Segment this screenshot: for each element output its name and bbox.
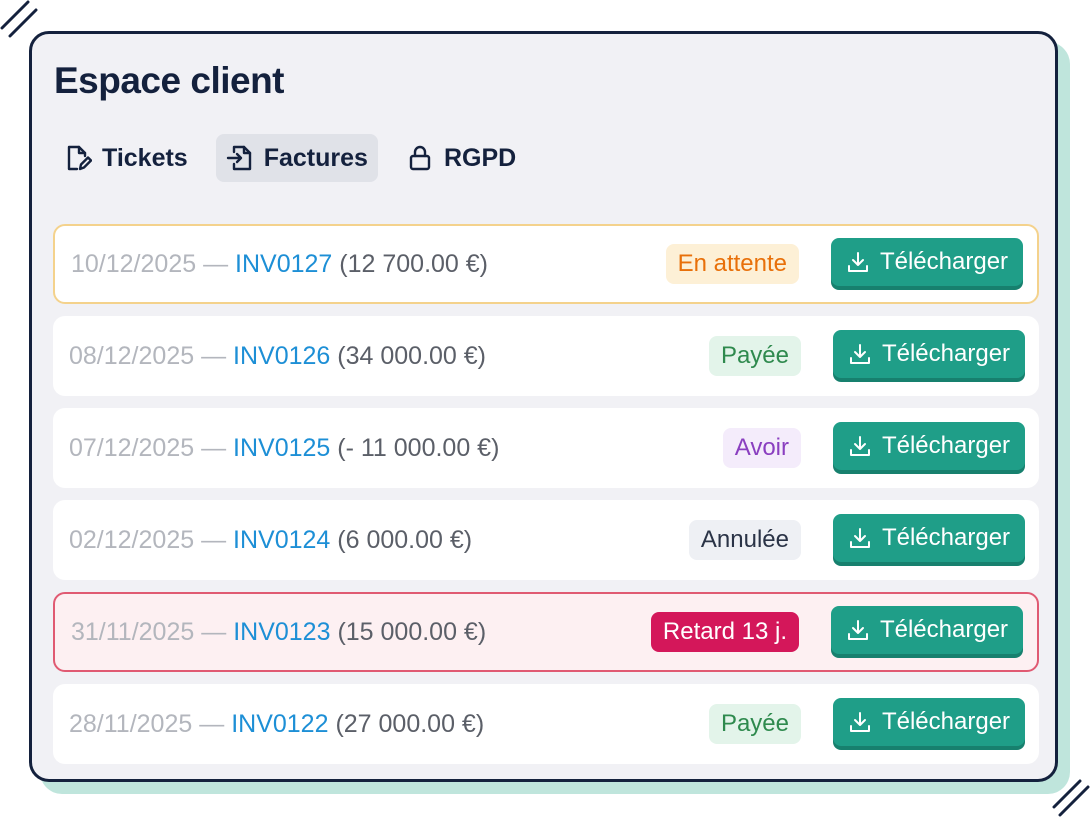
invoice-ref-link[interactable]: INV0124	[233, 525, 331, 554]
invoice-ref-link[interactable]: INV0126	[233, 341, 331, 370]
download-label: Télécharger	[881, 524, 1011, 551]
download-label: Télécharger	[879, 248, 1009, 275]
separator: —	[194, 525, 234, 554]
invoice-row: 02/12/2025 — INV0124 (6 000.00 €) Annulée…	[53, 500, 1039, 580]
invoice-list: 10/12/2025 — INV0127 (12 700.00 €) En att…	[53, 224, 1039, 776]
invoice-ref-link[interactable]: INV0123	[233, 617, 331, 646]
invoice-date: 28/11/2025	[69, 709, 193, 738]
tab-label: RGPD	[443, 143, 517, 172]
tab-label: Factures	[263, 143, 368, 172]
status-badge: Annulée	[688, 520, 801, 560]
invoice-date: 02/12/2025	[69, 525, 195, 554]
invoice-amount: (27 000.00 €)	[335, 709, 485, 738]
download-icon	[849, 436, 870, 456]
separator: —	[194, 433, 234, 462]
invoice-summary: 28/11/2025 — INV0122 (27 000.00 €)	[69, 710, 709, 739]
file-import-icon	[226, 145, 251, 171]
decorative-slash-icon	[0, 0, 38, 38]
invoice-row: 07/12/2025 — INV0125 (- 11 000.00 €) Avoi…	[53, 408, 1039, 488]
download-icon	[847, 620, 868, 640]
invoice-amount: (34 000.00 €)	[337, 341, 486, 370]
download-label: Télécharger	[881, 708, 1011, 735]
client-area-card: Espace client Tickets Factures RGPD	[29, 31, 1058, 782]
invoice-ref-link[interactable]: INV0122	[231, 709, 329, 738]
download-label: Télécharger	[879, 616, 1009, 643]
download-button[interactable]: Télécharger	[833, 330, 1025, 378]
invoice-row: 28/11/2025 — INV0122 (27 000.00 €) Payée T…	[53, 684, 1039, 764]
separator: —	[192, 709, 232, 738]
invoice-ref-link[interactable]: INV0127	[235, 249, 333, 278]
separator: —	[194, 617, 234, 646]
decorative-slash-icon	[1052, 779, 1090, 817]
download-label: Télécharger	[881, 340, 1011, 367]
download-button[interactable]: Télécharger	[833, 698, 1025, 746]
download-icon	[849, 712, 870, 732]
invoice-date: 31/11/2025	[71, 617, 195, 646]
download-button[interactable]: Télécharger	[833, 422, 1025, 470]
separator: —	[194, 341, 234, 370]
page-title: Espace client	[54, 60, 285, 101]
status-badge: En attente	[665, 244, 799, 284]
invoice-amount: (15 000.00 €)	[337, 617, 487, 646]
download-icon	[849, 344, 870, 364]
lock-icon	[409, 145, 431, 171]
invoice-amount: (- 11 000.00 €)	[337, 433, 500, 462]
download-icon	[847, 252, 868, 272]
download-button[interactable]: Télécharger	[831, 238, 1023, 286]
invoice-summary: 10/12/2025 — INV0127 (12 700.00 €)	[71, 250, 666, 279]
invoice-summary: 02/12/2025 — INV0124 (6 000.00 €)	[69, 526, 689, 555]
download-label: Télécharger	[881, 432, 1011, 459]
invoice-summary: 31/11/2025 — INV0123 (15 000.00 €)	[71, 618, 651, 647]
download-button[interactable]: Télécharger	[831, 606, 1023, 654]
tab-bar: Tickets Factures RGPD	[54, 134, 526, 182]
tab-rgpd[interactable]: RGPD	[396, 134, 526, 182]
invoice-row: 10/12/2025 — INV0127 (12 700.00 €) En att…	[53, 224, 1039, 304]
tab-label: Tickets	[102, 143, 188, 172]
separator: —	[196, 249, 236, 278]
download-icon	[849, 528, 870, 548]
invoice-amount: (6 000.00 €)	[337, 525, 473, 554]
invoice-row: 31/11/2025 — INV0123 (15 000.00 €) Retard…	[53, 592, 1039, 672]
edit-document-icon	[67, 145, 92, 171]
invoice-amount: (12 700.00 €)	[339, 249, 488, 278]
invoice-summary: 07/12/2025 — INV0125 (- 11 000.00 €)	[69, 434, 723, 463]
status-badge: Avoir	[722, 428, 801, 468]
download-button[interactable]: Télécharger	[833, 514, 1025, 562]
invoice-date: 07/12/2025	[69, 433, 195, 462]
invoice-date: 10/12/2025	[71, 249, 197, 278]
tab-tickets[interactable]: Tickets	[54, 134, 198, 182]
status-badge: Retard 13 j.	[650, 612, 799, 652]
status-badge: Payée	[708, 704, 801, 744]
invoice-summary: 08/12/2025 — INV0126 (34 000.00 €)	[69, 342, 709, 371]
invoice-ref-link[interactable]: INV0125	[233, 433, 331, 462]
invoice-date: 08/12/2025	[69, 341, 195, 370]
invoice-row: 08/12/2025 — INV0126 (34 000.00 €) Payée T…	[53, 316, 1039, 396]
status-badge: Payée	[708, 336, 801, 376]
tab-factures[interactable]: Factures	[215, 134, 378, 182]
